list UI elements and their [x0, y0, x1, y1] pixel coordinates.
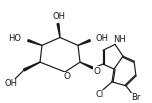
Polygon shape [80, 62, 93, 69]
Text: OH: OH [96, 34, 109, 43]
Polygon shape [28, 40, 42, 45]
Text: O: O [64, 72, 71, 81]
Text: OH: OH [52, 12, 66, 21]
Text: NH: NH [113, 35, 125, 44]
Text: Br: Br [131, 93, 141, 102]
Text: HO: HO [8, 34, 21, 43]
Text: O: O [93, 67, 100, 75]
Text: OH: OH [5, 79, 17, 88]
Polygon shape [78, 40, 90, 45]
Polygon shape [24, 62, 40, 71]
Text: Cl: Cl [96, 90, 104, 99]
Polygon shape [57, 24, 60, 37]
